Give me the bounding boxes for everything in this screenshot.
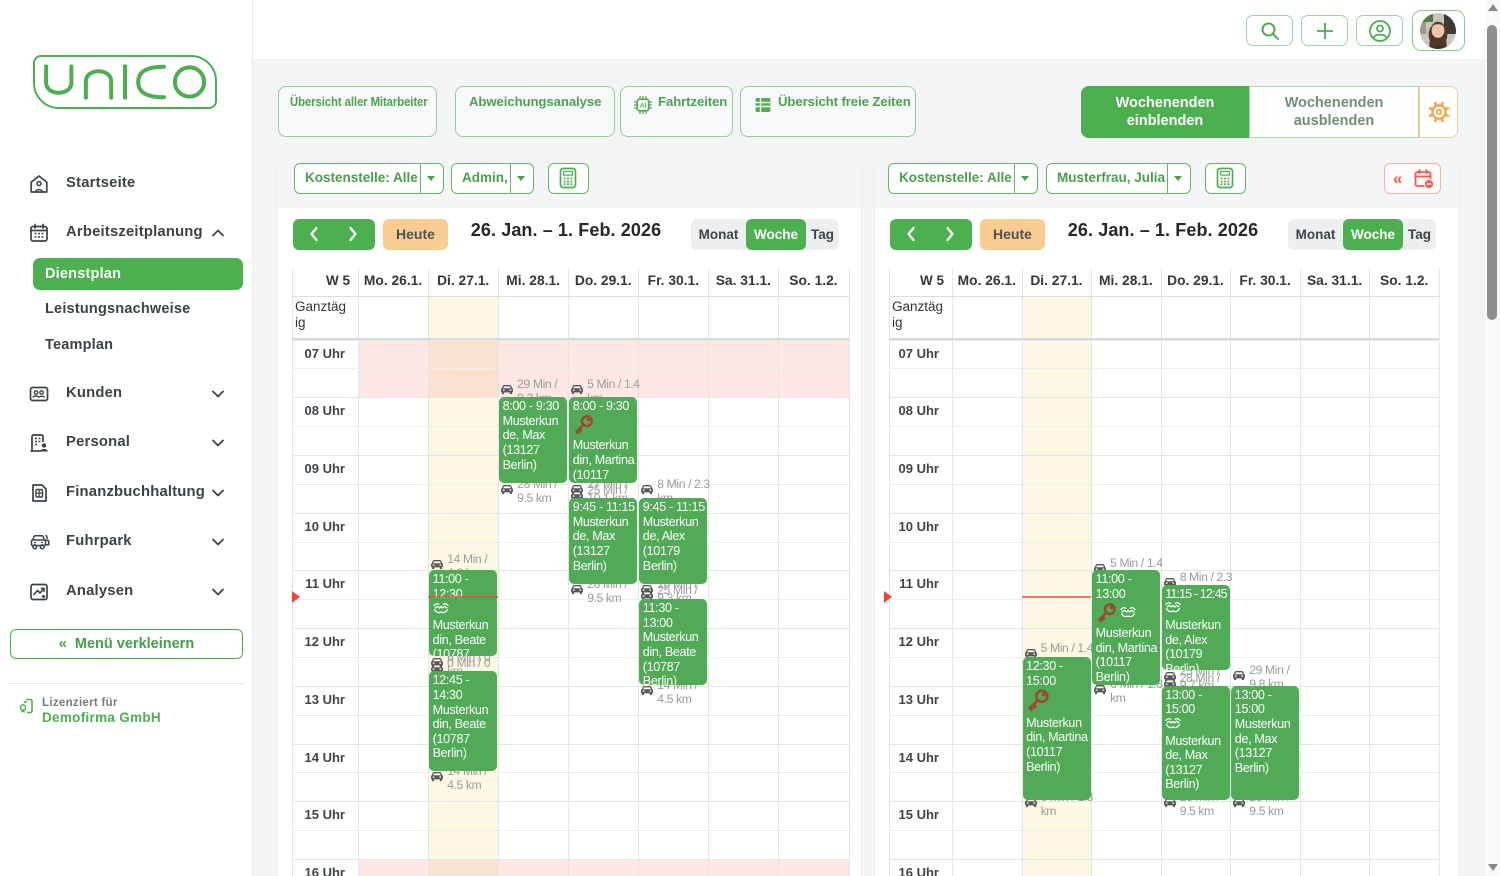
svg-text:AI: AI [640,103,647,110]
